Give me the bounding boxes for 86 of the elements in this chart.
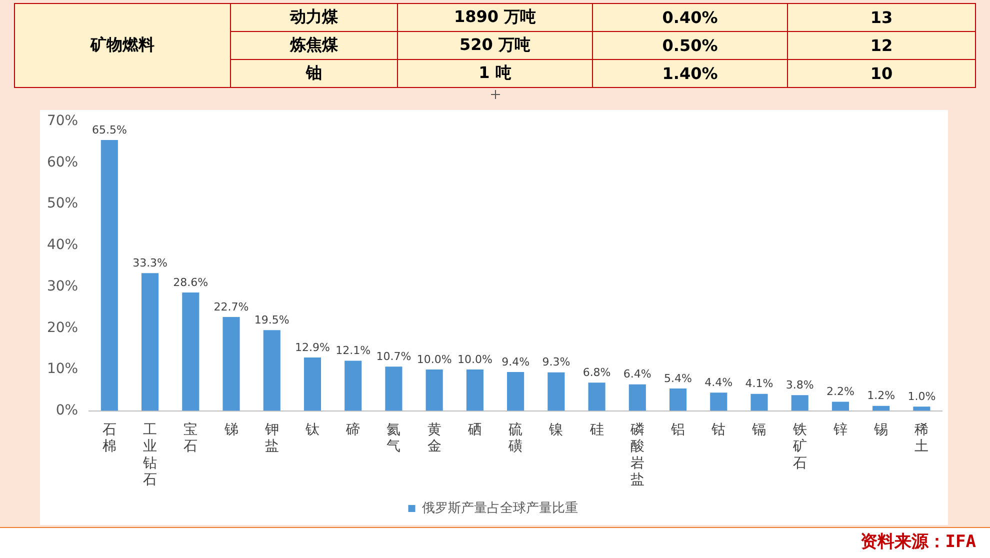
x-tick-label: 石棉 <box>102 422 116 455</box>
data-label: 1.0% <box>908 390 936 404</box>
data-label: 22.7% <box>214 300 249 314</box>
bar <box>628 384 646 411</box>
x-tick-label: 氦气 <box>386 422 401 455</box>
x-tick-label: 镍 <box>548 422 564 438</box>
data-label: 4.4% <box>704 376 733 389</box>
y-tick-label: 0% <box>56 402 78 418</box>
data-label: 9.3% <box>542 356 570 369</box>
x-tick-label: 硫磺 <box>508 422 523 455</box>
x-tick-label: 铁矿石 <box>792 422 807 472</box>
data-label: 1.2% <box>867 389 896 402</box>
data-label: 33.3% <box>132 256 168 270</box>
text: 10 <box>788 60 976 88</box>
bar <box>344 360 362 411</box>
data-label: 10.7% <box>376 350 412 363</box>
legend-label: 俄罗斯产量占全球产量比重 <box>422 500 578 516</box>
y-tick-label: 20% <box>46 320 78 336</box>
data-label: 28.6% <box>173 276 208 289</box>
bar <box>588 382 606 411</box>
data-label: 2.2% <box>826 385 854 398</box>
text: 1890 万吨 <box>398 4 592 32</box>
bar <box>100 140 118 411</box>
x-tick-label: 镉 <box>751 422 766 438</box>
x-tick-label: 磷酸岩盐 <box>629 422 644 488</box>
y-tick-label: 70% <box>46 113 78 130</box>
x-tick-label: 工业钻石 <box>142 422 158 488</box>
data-label: 4.1% <box>745 377 774 390</box>
text: 炼焦煤 <box>230 32 398 60</box>
y-tick-label: 60% <box>46 154 78 170</box>
data-label: 9.4% <box>502 355 530 368</box>
x-tick-label: 硒 <box>466 422 482 438</box>
text: 13 <box>788 4 976 32</box>
data-label: 12.1% <box>336 344 371 358</box>
bar <box>222 316 240 411</box>
text: 铀 <box>230 60 398 88</box>
x-tick-label: 碲 <box>345 422 360 438</box>
data-label: 3.8% <box>786 378 814 392</box>
bar <box>548 372 565 411</box>
text: 520 万吨 <box>398 32 592 60</box>
x-tick-label: 锌 <box>832 422 848 438</box>
bar <box>466 369 484 411</box>
x-tick-label: 宝石 <box>184 422 198 455</box>
x-tick-label: 钛 <box>304 422 320 438</box>
x-tick-label: 稀土 <box>914 422 929 455</box>
bar <box>182 292 200 411</box>
text: 12 <box>788 32 976 60</box>
y-tick-label: 30% <box>46 278 78 294</box>
y-tick-label: 40% <box>46 237 78 254</box>
bar <box>263 330 280 411</box>
data-label: 19.5% <box>254 314 290 327</box>
text: 动力煤 <box>230 4 398 32</box>
bar <box>385 366 402 411</box>
text: 1 吨 <box>398 60 592 88</box>
bar <box>426 369 443 411</box>
text: 0.50% <box>592 32 788 60</box>
bar <box>710 392 728 411</box>
x-tick-label: 铝 <box>670 422 686 438</box>
y-tick-label: 50% <box>46 196 78 212</box>
data-label: 10.0% <box>416 352 452 366</box>
bar <box>832 402 849 411</box>
bar <box>750 394 768 411</box>
bar <box>669 388 687 411</box>
y-tick-label: 10% <box>46 361 78 378</box>
text: 资料来源：IFA <box>860 532 976 552</box>
x-tick-label: 锡 <box>873 422 888 438</box>
x-tick-label: 锑 <box>223 422 238 438</box>
data-label: 12.9% <box>295 340 330 354</box>
bar <box>507 372 524 411</box>
data-label: 6.8% <box>582 366 611 380</box>
text: 0.40% <box>592 4 788 32</box>
x-tick-label: 钴 <box>710 422 726 438</box>
bar <box>872 406 890 411</box>
text: 矿物燃料 <box>14 4 230 88</box>
x-tick-label: 硅 <box>588 422 604 438</box>
bar <box>791 395 808 411</box>
bar <box>304 357 322 411</box>
bar <box>142 273 159 411</box>
text: 1.40% <box>592 60 788 88</box>
data-label: 5.4% <box>664 372 692 385</box>
bar <box>913 406 930 411</box>
data-label: 6.4% <box>623 368 652 381</box>
data-label: 65.5% <box>92 123 127 136</box>
x-tick-label: 黄金 <box>427 422 442 455</box>
data-label: 10.0% <box>457 352 492 366</box>
x-tick-label: 钾盐 <box>264 422 279 455</box>
